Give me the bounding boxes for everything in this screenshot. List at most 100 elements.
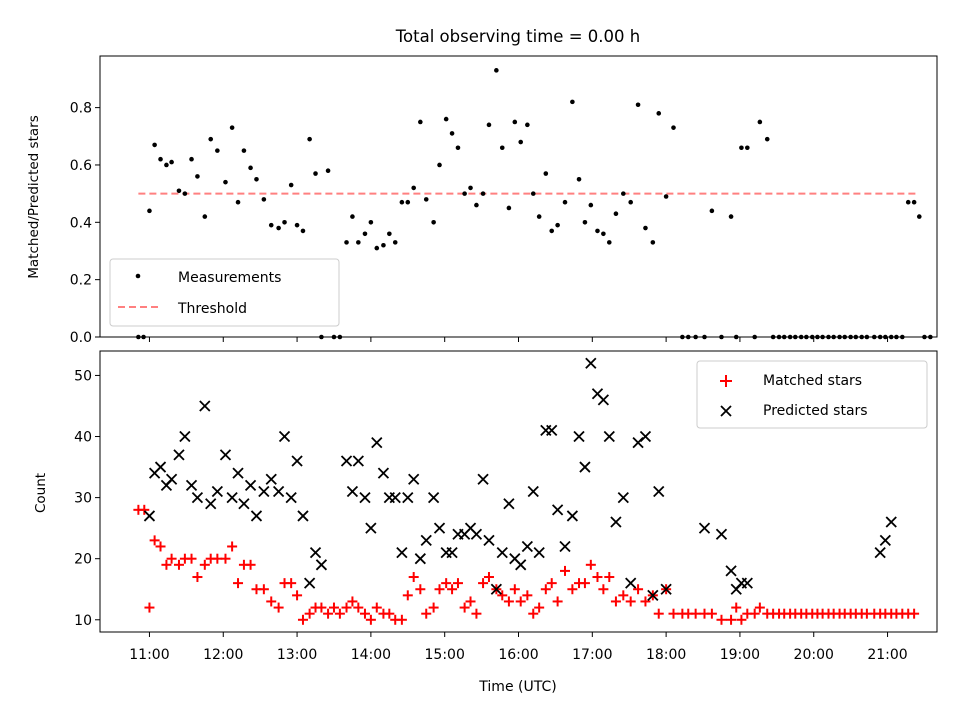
matched-star-point [653, 608, 664, 619]
measurement-point [248, 165, 253, 171]
matched-star-point [428, 602, 439, 613]
matched-star-point [604, 572, 615, 583]
measurement-point [261, 197, 267, 202]
matched-star-point [749, 608, 760, 619]
y-axis-ticks-count: 10 20 30 40 50 [74, 368, 100, 629]
legend-count: Matched stars Predicted stars [696, 360, 928, 429]
predicted-star-point [741, 577, 753, 589]
measurement-point [164, 162, 169, 168]
matched-star-point [633, 584, 644, 595]
matched-star-point [292, 590, 303, 601]
measurement-point [208, 136, 214, 142]
measurement-point [506, 205, 512, 211]
measurement-point [189, 156, 194, 162]
matched-star-point [415, 584, 426, 595]
measurement-point [613, 211, 619, 217]
predicted-star-point [617, 491, 629, 504]
legend-label-predicted: Predicted stars [763, 403, 868, 419]
measurement-point [254, 176, 259, 182]
matched-star-point [328, 602, 339, 613]
measurement-point [229, 125, 235, 130]
y-tick-label: 0.4 [70, 215, 92, 231]
legend-label-measurements: Measurements [178, 270, 281, 286]
measurement-point [169, 159, 174, 165]
measurement-point [235, 199, 241, 205]
matched-star-point [515, 596, 526, 607]
y-tick-label: 0.0 [70, 330, 92, 346]
matched-star-point [610, 596, 621, 607]
measurement-point [576, 176, 582, 182]
measurement-point [486, 122, 492, 128]
measurement-point [601, 231, 606, 237]
predicted-star-point [396, 546, 408, 559]
y-tick-label: 20 [74, 552, 92, 568]
matched-star-point [503, 596, 514, 607]
predicted-star-point [647, 589, 659, 601]
matched-star-point [365, 614, 376, 625]
x-tick-label: 18:00 [646, 647, 686, 663]
matched-star-point [273, 602, 284, 613]
matched-star-point [347, 596, 358, 607]
measurement-point [423, 197, 429, 202]
matched-star-point [579, 578, 590, 589]
measurement-point [480, 191, 486, 196]
matched-star-point [186, 553, 197, 564]
predicted-star-point [377, 467, 390, 479]
predicted-star-point [579, 461, 591, 473]
x-axis-ticks-count: 11:00 12:00 13:00 14:00 15:00 16:00 17:00 18:00… [129, 632, 908, 663]
y-axis-ticks-ratio: 0.0 0.2 0.4 0.6 0.8 [70, 101, 100, 346]
matched-star-point [266, 596, 277, 607]
matched-star-point [220, 553, 231, 564]
matched-star-point [598, 584, 609, 595]
predicted-star-point [165, 473, 178, 485]
predicted-star-point [698, 522, 711, 534]
predicted-star-point [309, 546, 322, 559]
y-tick-label: 0.2 [70, 273, 92, 289]
predicted-star-point [278, 430, 291, 443]
y-axis-label-ratio: Matched/Predicted stars [26, 115, 42, 278]
predicted-star-point [291, 455, 303, 467]
matched-star-point [534, 602, 545, 613]
matched-star-point [706, 608, 717, 619]
matched-star-point [585, 559, 596, 570]
measurement-point [595, 228, 600, 234]
measurement-point [381, 242, 386, 248]
matched-star-point [754, 602, 765, 613]
measurement-point [530, 191, 536, 196]
measurement-point [288, 182, 294, 188]
matched-star-point [618, 590, 629, 601]
matched-star-point [245, 559, 256, 570]
predicted-star-point [340, 455, 353, 467]
matched-star-point [402, 590, 413, 601]
measurement-point [525, 122, 530, 128]
x-axis-label: Time (UTC) [478, 679, 556, 695]
measurement-point [671, 125, 676, 130]
measurement-point [387, 231, 392, 237]
measurement-point [443, 116, 449, 122]
matched-star-point [396, 614, 407, 625]
measurement-point [494, 68, 499, 73]
matched-star-point [668, 608, 679, 619]
predicted-star-point [603, 430, 615, 443]
predicted-star-point [433, 522, 446, 534]
matched-star-point [471, 608, 482, 619]
measurement-point [437, 162, 442, 168]
matched-star-point [316, 602, 327, 613]
measurement-point [663, 194, 669, 199]
measurement-point [462, 191, 467, 196]
predicted-stars-points [143, 357, 897, 601]
predicted-star-point [272, 485, 285, 498]
measurement-point [368, 220, 374, 225]
measurement-point [739, 145, 744, 151]
measurement-point [202, 214, 208, 219]
predicted-star-point [258, 485, 270, 498]
measurement-point [588, 202, 594, 208]
measurement-point [241, 148, 247, 153]
measurement-point [562, 199, 568, 205]
predicted-star-point [265, 473, 277, 485]
predicted-star-point [653, 485, 665, 498]
predicted-star-point [715, 528, 728, 540]
chart-title: Total observing time = 0.00 h [395, 27, 640, 46]
predicted-star-point [420, 534, 432, 547]
predicted-star-point [226, 491, 238, 504]
